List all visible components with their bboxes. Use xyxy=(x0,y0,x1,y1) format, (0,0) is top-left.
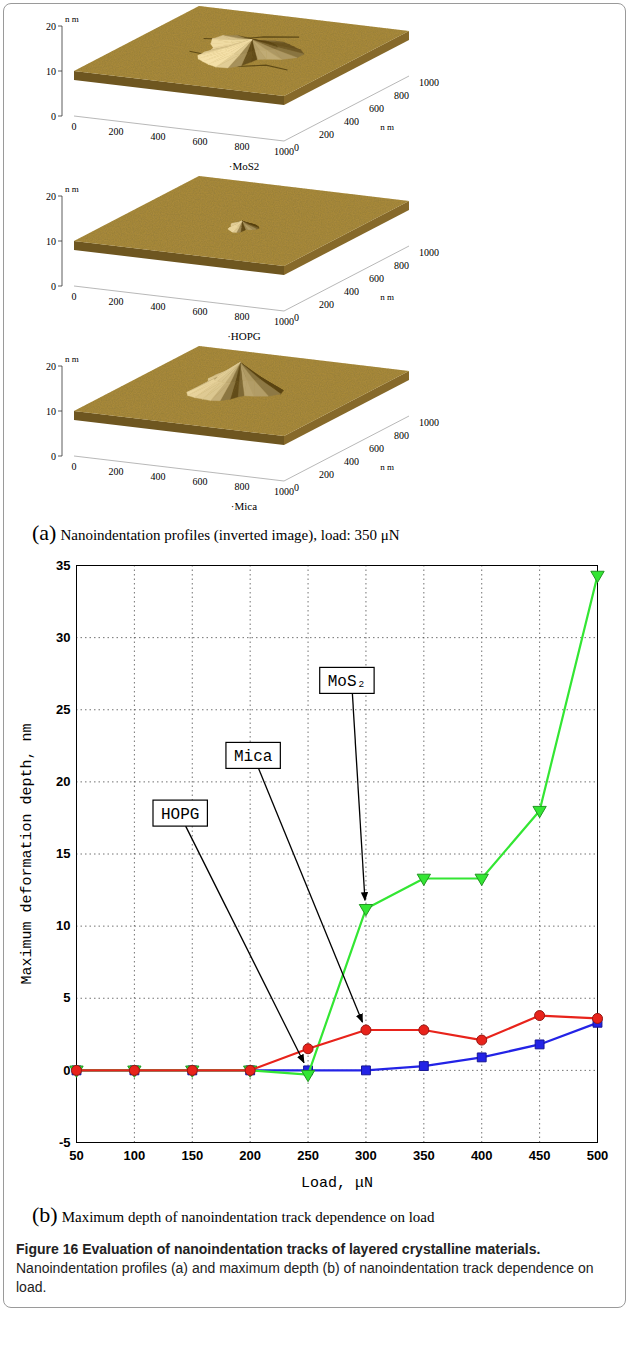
svg-text:600: 600 xyxy=(193,476,208,487)
svg-text:150: 150 xyxy=(181,1148,203,1163)
svg-text:15: 15 xyxy=(56,846,70,861)
svg-text:-5: -5 xyxy=(58,1134,71,1150)
svg-text:10: 10 xyxy=(46,66,56,77)
svg-text:0: 0 xyxy=(294,482,299,493)
svg-text:20: 20 xyxy=(46,191,56,202)
svg-text:5: 5 xyxy=(63,990,70,1005)
svg-text:25: 25 xyxy=(56,702,70,717)
svg-text:1000: 1000 xyxy=(419,77,439,88)
svg-text:800: 800 xyxy=(235,481,250,492)
svg-text:800: 800 xyxy=(394,260,409,271)
svg-text:400: 400 xyxy=(151,301,166,312)
svg-text:200: 200 xyxy=(109,126,124,137)
svg-text:1000: 1000 xyxy=(419,247,439,258)
svg-text:Mica: Mica xyxy=(234,748,273,766)
svg-text:600: 600 xyxy=(369,103,384,114)
svg-text:n m: n m xyxy=(380,292,394,302)
svg-text:10: 10 xyxy=(56,918,70,933)
svg-text:0: 0 xyxy=(51,451,56,462)
svg-text:n m: n m xyxy=(380,462,394,472)
svg-text:HOPG: HOPG xyxy=(161,806,199,824)
svg-text:400: 400 xyxy=(471,1148,493,1163)
svg-text:Load, μN: Load, μN xyxy=(301,1175,373,1192)
svg-text:0: 0 xyxy=(72,461,77,472)
svg-text:450: 450 xyxy=(529,1148,551,1163)
svg-text:0: 0 xyxy=(51,281,56,292)
svg-text:10: 10 xyxy=(46,236,56,247)
svg-text:0: 0 xyxy=(63,1063,70,1078)
svg-text:1000: 1000 xyxy=(274,146,294,157)
svg-text:200: 200 xyxy=(239,1148,261,1163)
svg-text:600: 600 xyxy=(193,306,208,317)
svg-text:600: 600 xyxy=(193,136,208,147)
svg-text:500: 500 xyxy=(587,1148,609,1163)
svg-text:1000: 1000 xyxy=(274,316,294,327)
html-text:Nanoindentation profiles (a) a: Nanoindentation profiles (a) and maximum… xyxy=(16,1260,594,1295)
html-text:(b)Maximum depth of nanoindent: (b)Maximum depth of nanoindentation trac… xyxy=(32,1202,435,1227)
svg-text:400: 400 xyxy=(151,131,166,142)
svg-text:300: 300 xyxy=(355,1148,377,1163)
svg-text:0: 0 xyxy=(294,312,299,323)
svg-text:20: 20 xyxy=(56,774,70,789)
svg-text:n m: n m xyxy=(65,184,79,194)
svg-text:800: 800 xyxy=(235,141,250,152)
svg-text:100: 100 xyxy=(124,1148,146,1163)
svg-text:30: 30 xyxy=(56,630,70,645)
svg-text:400: 400 xyxy=(344,456,359,467)
svg-text:0: 0 xyxy=(294,142,299,153)
svg-text:35: 35 xyxy=(56,558,70,573)
svg-text:1000: 1000 xyxy=(274,486,294,497)
svg-text:50: 50 xyxy=(69,1148,83,1163)
svg-text:·MoS2: ·MoS2 xyxy=(229,160,260,172)
svg-text:200: 200 xyxy=(319,129,334,140)
svg-text:20: 20 xyxy=(46,361,56,372)
svg-text:1000: 1000 xyxy=(419,417,439,428)
svg-text:800: 800 xyxy=(394,90,409,101)
svg-text:0: 0 xyxy=(72,121,77,132)
svg-text:400: 400 xyxy=(344,116,359,127)
svg-text:400: 400 xyxy=(151,471,166,482)
svg-text:10: 10 xyxy=(46,406,56,417)
svg-text:Maximum deformation depth, nm: Maximum deformation depth, nm xyxy=(19,723,36,984)
svg-text:·Mica: ·Mica xyxy=(231,500,257,512)
svg-text:200: 200 xyxy=(109,296,124,307)
svg-text:200: 200 xyxy=(319,299,334,310)
html-text:Figure 16 Evaluation of nanoin: Figure 16 Evaluation of nanoindentation … xyxy=(16,1241,541,1257)
svg-text:·HOPG: ·HOPG xyxy=(227,330,261,342)
svg-text:250: 250 xyxy=(297,1148,319,1163)
svg-text:200: 200 xyxy=(319,469,334,480)
svg-text:n m: n m xyxy=(65,14,79,24)
svg-text:800: 800 xyxy=(235,311,250,322)
svg-text:MoS₂: MoS₂ xyxy=(328,673,366,691)
svg-text:n m: n m xyxy=(380,122,394,132)
html-text:(a)Nanoindentation profiles (i: (a)Nanoindentation profiles (inverted im… xyxy=(32,520,400,545)
svg-text:0: 0 xyxy=(51,111,56,122)
svg-text:n m: n m xyxy=(65,354,79,364)
svg-text:600: 600 xyxy=(369,443,384,454)
svg-text:20: 20 xyxy=(46,21,56,32)
svg-text:600: 600 xyxy=(369,273,384,284)
svg-text:800: 800 xyxy=(394,430,409,441)
svg-text:0: 0 xyxy=(72,291,77,302)
svg-text:400: 400 xyxy=(344,286,359,297)
svg-text:350: 350 xyxy=(413,1148,435,1163)
svg-text:200: 200 xyxy=(109,466,124,477)
